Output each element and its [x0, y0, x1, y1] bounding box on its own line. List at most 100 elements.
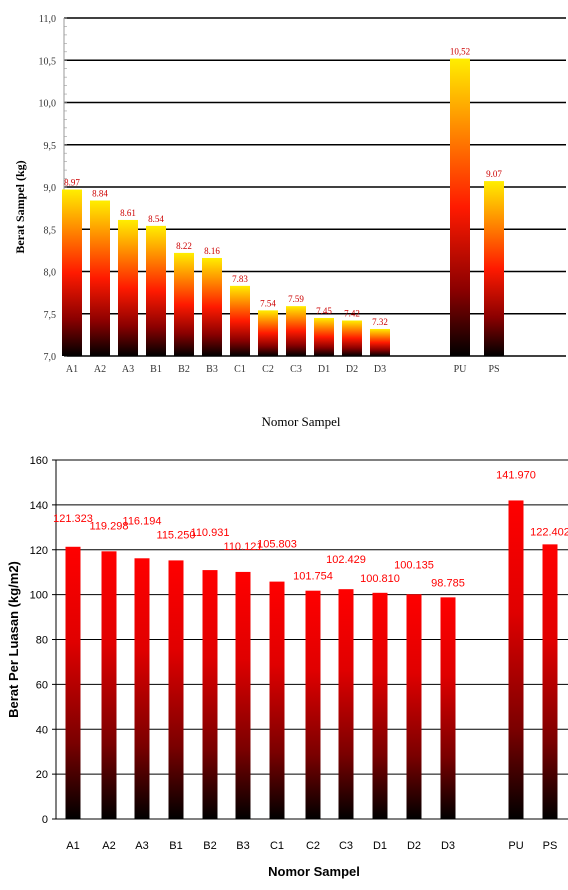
data-label-b1: 115.250 [157, 529, 196, 541]
y-tick-label: 20 [36, 769, 48, 781]
bar-a2 [101, 551, 117, 819]
data-label-d3: 98.785 [431, 577, 465, 589]
x-tick-label: PS [488, 364, 499, 375]
bar-c2 [258, 310, 278, 356]
data-label-a1: 121.323 [53, 513, 93, 525]
data-label-c3: 102.429 [326, 554, 366, 566]
bar-pu [508, 500, 524, 819]
bar-c1 [269, 581, 285, 819]
bar-pu [450, 58, 470, 357]
bar-b3 [235, 571, 251, 819]
x-tick-label: A2 [102, 840, 115, 852]
bar-b1 [146, 225, 166, 356]
y-tick-label: 80 [36, 635, 48, 647]
data-label-d3: 7.32 [372, 317, 388, 327]
data-label-c1: 105.803 [257, 539, 297, 551]
data-label-a2: 8.84 [92, 189, 108, 199]
data-label-d1: 100.810 [360, 573, 400, 585]
bar-b2 [202, 570, 218, 819]
chart-bottom-berat-per-luasan: 0 20 40 60 80 100 120 140 160 121.323 A1 119.298 A2 1… [6, 455, 568, 879]
y-tick-label: 160 [30, 455, 48, 467]
chart-top-berat-sampel: 7,0 7,5 8,0 8,5 9,0 9,5 10,0 10,5 11,0 8.97 A1 8.84… [13, 14, 566, 429]
x-tick-label: A2 [94, 364, 106, 375]
y-tick-label: 7,0 [44, 352, 57, 363]
data-label-b2: 8.22 [176, 241, 192, 251]
y-tick-label: 100 [30, 590, 48, 602]
y-tick-label: 140 [30, 500, 48, 512]
data-label-c1: 7.83 [232, 274, 248, 284]
x-tick-label: PU [508, 840, 523, 852]
x-tick-label: A3 [122, 364, 134, 375]
data-label-c2: 101.754 [293, 571, 333, 583]
data-label-pu: 141.970 [496, 469, 536, 481]
data-label-a3: 116.194 [123, 515, 162, 527]
y-tick-label: 40 [36, 724, 48, 736]
x-tick-label: D2 [407, 840, 421, 852]
y-axis-title: Berat Per Luasan (kg/m2) [6, 561, 21, 718]
x-tick-label: B1 [150, 364, 162, 375]
x-tick-label: C2 [262, 364, 274, 375]
x-tick-label: B2 [178, 364, 190, 375]
data-label-d2: 100.135 [394, 559, 434, 571]
data-label-b2: 110.931 [191, 527, 230, 539]
data-label-ps: 9.07 [486, 169, 502, 179]
data-label-a3: 8.61 [120, 208, 136, 218]
data-label-c3: 7.59 [288, 294, 304, 304]
x-tick-label: PU [454, 364, 468, 375]
x-tick-label: B3 [236, 840, 249, 852]
y-axis-title: Berat Sampel (kg) [13, 160, 27, 253]
bar-a1 [65, 546, 81, 819]
bar-b3 [202, 257, 222, 356]
y-tick-label: 0 [42, 814, 48, 826]
bar-d3 [370, 328, 390, 356]
x-tick-label: D1 [318, 364, 330, 375]
x-tick-label: A1 [66, 840, 79, 852]
y-tick-label: 8,0 [44, 268, 57, 279]
bar-a3 [134, 558, 150, 819]
x-tick-label: B2 [203, 840, 216, 852]
y-tick-label: 10,5 [39, 56, 57, 67]
bar-a2 [90, 200, 110, 356]
y-tick-label: 7,5 [44, 310, 57, 321]
bar-c3 [286, 306, 306, 356]
y-tick-label: 9,5 [44, 141, 57, 152]
x-tick-label: C3 [290, 364, 302, 375]
bar-b1 [168, 560, 184, 819]
x-tick-label: D1 [373, 840, 387, 852]
bar-d3 [440, 597, 456, 819]
bar-c3 [338, 589, 354, 819]
bar-b2 [174, 252, 194, 356]
y-tick-label: 120 [30, 545, 48, 557]
y-tick-label: 10,0 [39, 99, 57, 110]
x-tick-label: C2 [306, 840, 320, 852]
x-tick-label: D3 [374, 364, 386, 375]
bar-d1 [372, 592, 388, 819]
x-tick-label: D3 [441, 840, 455, 852]
bar-d1 [314, 317, 334, 356]
bar-d2 [342, 320, 362, 356]
x-tick-label: B3 [206, 364, 218, 375]
x-tick-label: D2 [346, 364, 358, 375]
x-tick-label: C1 [270, 840, 284, 852]
bar-ps [542, 544, 558, 819]
y-tick-label: 8,5 [44, 225, 57, 236]
bar-c2 [305, 590, 321, 819]
x-axis-title: Nomor Sampel [268, 864, 360, 879]
x-tick-label: PS [543, 840, 558, 852]
x-tick-label: A1 [66, 364, 78, 375]
data-label-b3: 110.121 [224, 541, 263, 553]
x-tick-label: C1 [234, 364, 246, 375]
bar-a1 [62, 189, 82, 356]
data-label-d1: 7.45 [316, 306, 332, 316]
data-label-d2: 7.42 [344, 309, 360, 319]
data-label-a1: 8.97 [64, 178, 80, 188]
bar-ps [484, 181, 504, 356]
bar-c1 [230, 285, 250, 356]
data-label-c2: 7.54 [260, 298, 276, 308]
bar-a3 [118, 219, 138, 356]
data-label-ps: 122.402 [530, 526, 568, 538]
data-label-b3: 8.16 [204, 246, 220, 256]
data-label-b1: 8.54 [148, 214, 164, 224]
x-axis-title: Nomor Sampel [261, 414, 340, 429]
x-tick-label: B1 [169, 840, 182, 852]
